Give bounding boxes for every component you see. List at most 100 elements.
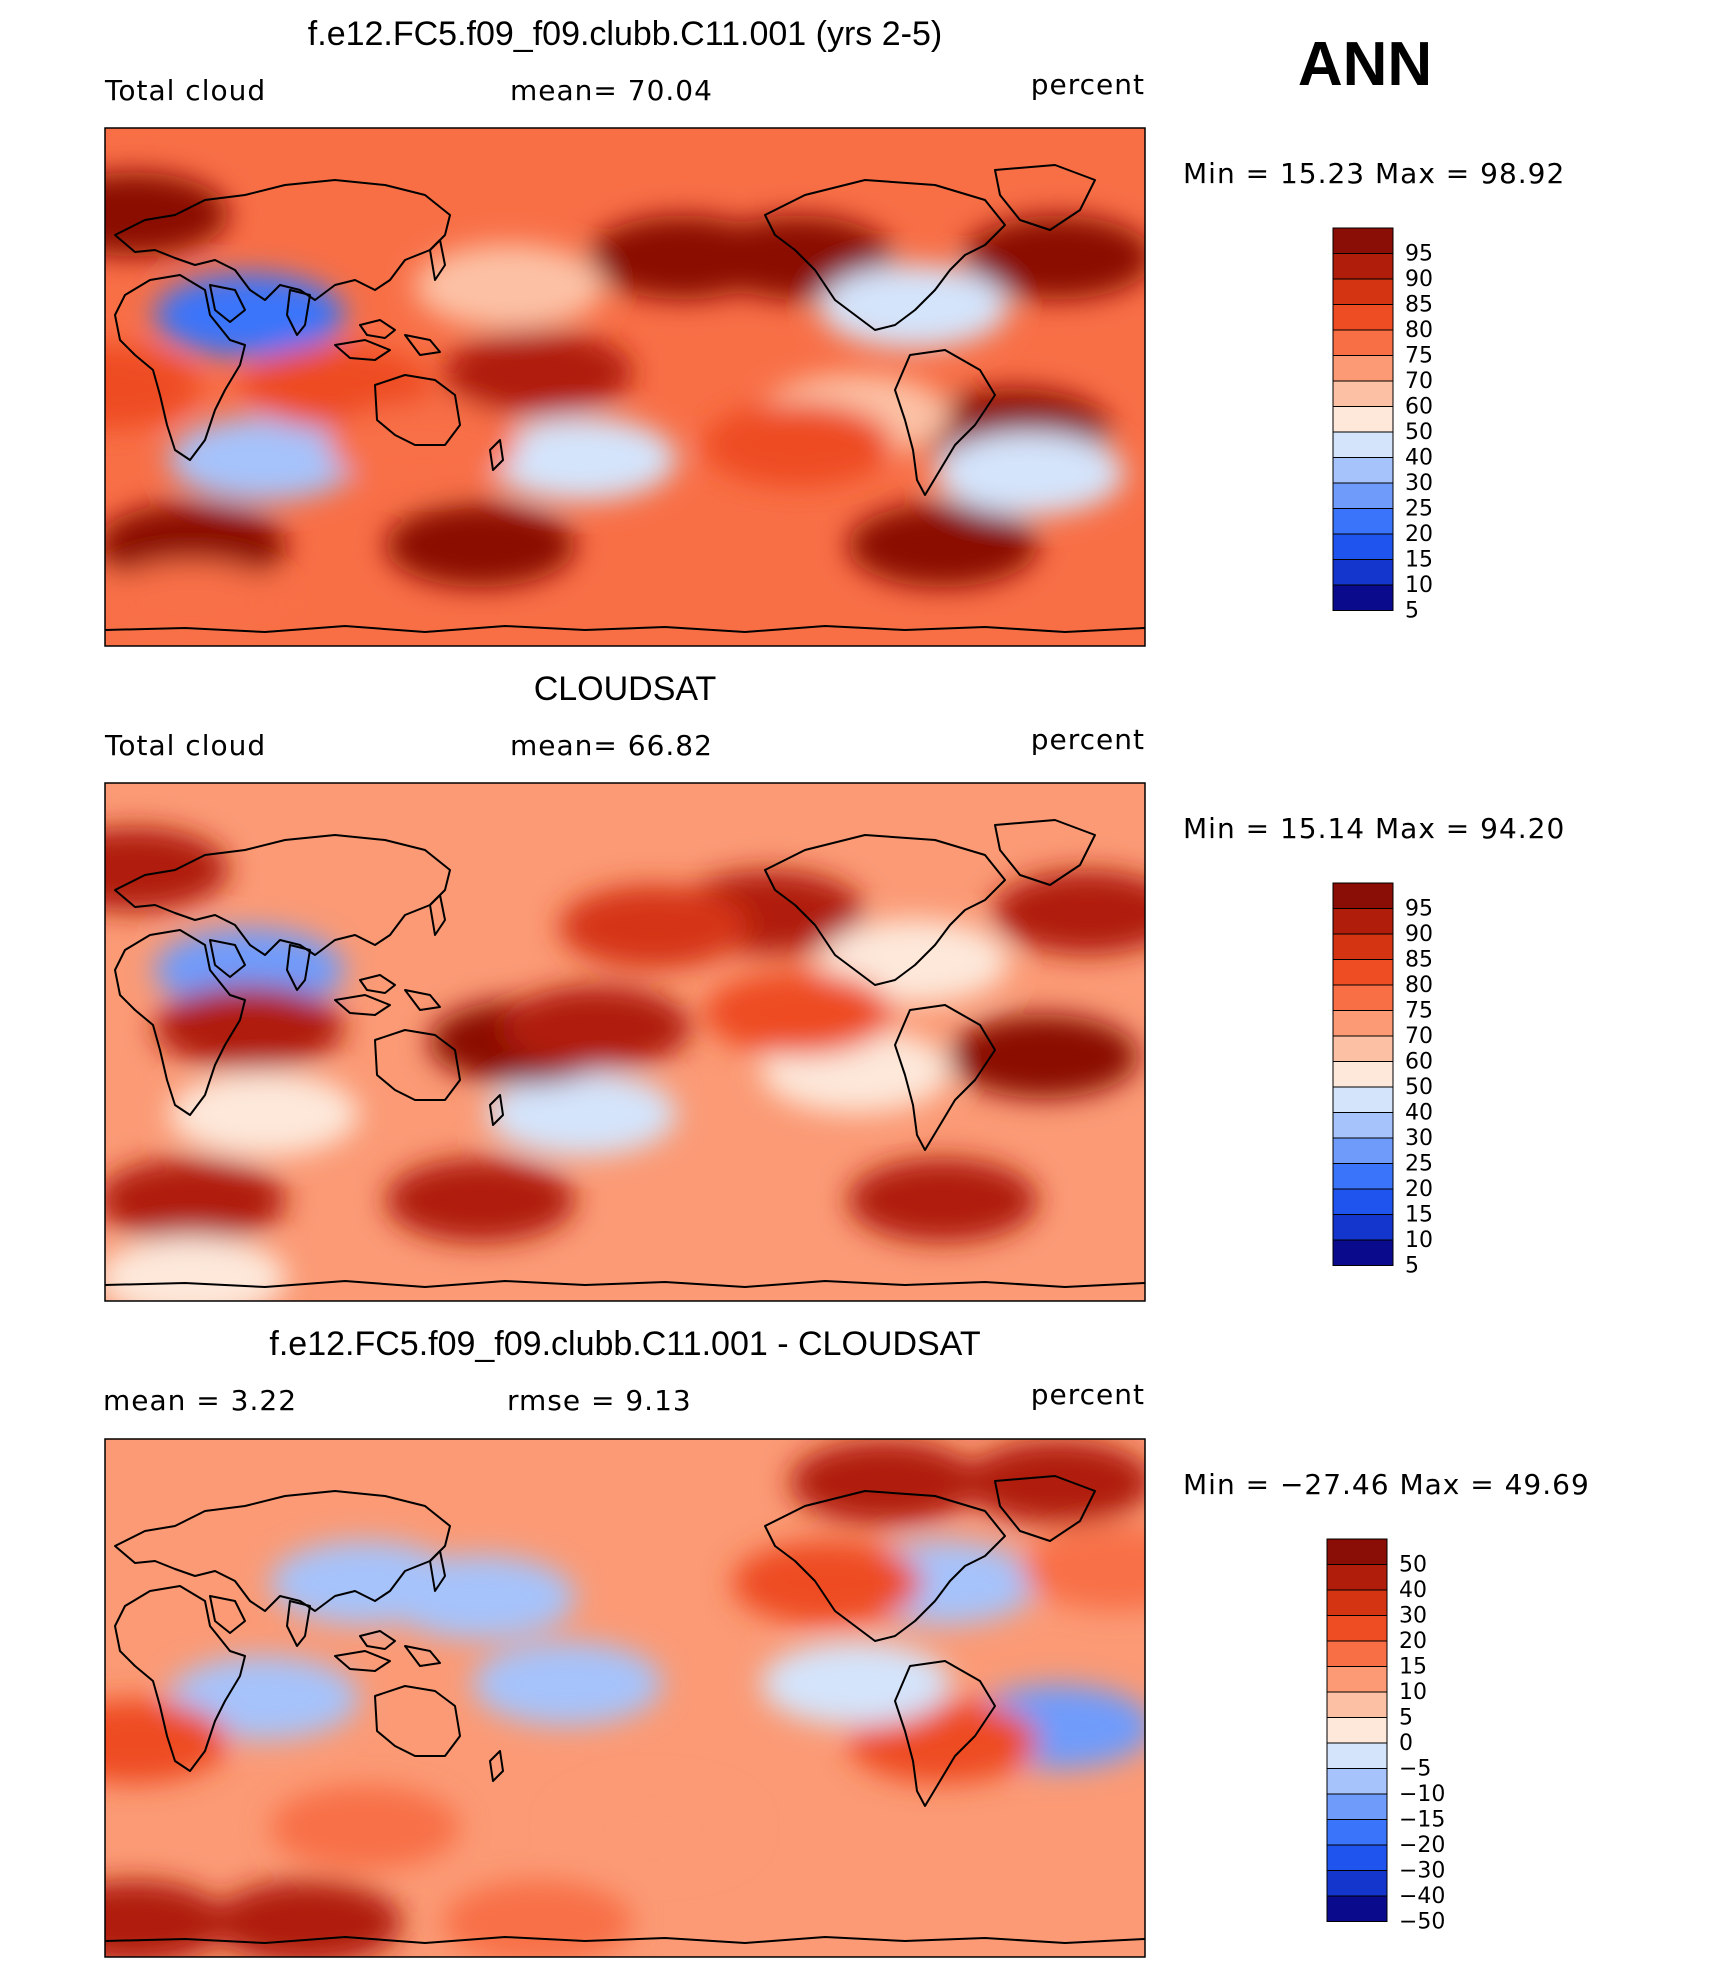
colorbar-cell: [1332, 457, 1394, 484]
colorbar-cell: [1332, 559, 1394, 586]
colorbar-cell: [1332, 533, 1394, 560]
colorbar-tick-label: 50: [1405, 1075, 1433, 1100]
field-anomaly-17: [703, 971, 894, 1056]
field-anomaly-7: [154, 273, 345, 358]
colorbar-tick-label: 10: [1405, 1228, 1433, 1253]
colorbar-cell: [1332, 959, 1394, 986]
colorbar-cell: [1332, 1061, 1394, 1088]
field-anomaly-15: [501, 985, 692, 1070]
field-anomaly-15: [270, 1785, 460, 1870]
colorbar-cell: [1332, 227, 1394, 254]
anomaly-layer: [105, 1440, 1145, 1957]
colorbar-tick-label: 5: [1405, 1254, 1419, 1279]
colorbar-tick-label: 80: [1405, 973, 1433, 998]
field-anomaly-16: [105, 560, 287, 645]
panel-title: f.e12.FC5.f09_f09.clubb.C11.001 (yrs 2-5…: [308, 15, 942, 53]
map-field: [105, 128, 1145, 646]
colorbar-cell: [1332, 1163, 1394, 1190]
panel-1: f.e12.FC5.f09_f09.clubb.C11.001 (yrs 2-5…: [104, 15, 1564, 647]
field-anomaly-1: [992, 870, 1145, 955]
colorbar-tick-label: 60: [1405, 395, 1433, 420]
colorbar-cell: [1326, 1742, 1388, 1769]
mean-label: mean= 70.04: [510, 74, 713, 107]
rmse-label: rmse = 9.13: [507, 1384, 692, 1417]
colorbar-tick-label: 60: [1405, 1050, 1433, 1075]
colorbar-cell: [1332, 304, 1394, 331]
colorbar-cell: [1326, 1615, 1388, 1642]
mean-label: mean = 3.22: [103, 1384, 297, 1417]
colorbar-tick-label: 85: [1405, 293, 1433, 318]
field-anomaly-7: [154, 928, 345, 1013]
colorbar-cell: [1332, 1086, 1394, 1113]
colorbar-tick-label: 15: [1405, 548, 1433, 573]
field-anomaly-9: [486, 416, 677, 501]
field-anomaly-4: [963, 1440, 1145, 1525]
colorbar-tick-label: 0: [1399, 1731, 1413, 1756]
colorbar-tick-label: −5: [1399, 1757, 1431, 1782]
map-field: [105, 1439, 1145, 1957]
field-anomaly-12: [948, 1014, 1139, 1099]
colorbar-tick-label: 75: [1405, 999, 1433, 1024]
field-anomaly-16: [105, 1235, 287, 1301]
field-anomaly-3: [385, 503, 576, 588]
colorbar-tick-label: 50: [1399, 1553, 1427, 1578]
colorbar-tick-label: 50: [1405, 420, 1433, 445]
field-anomaly-6: [587, 215, 778, 300]
field-anomaly-0: [105, 1880, 229, 1957]
colorbar-cell: [1332, 380, 1394, 407]
colorbar-cell: [1326, 1691, 1388, 1718]
colorbar-tick-label: 20: [1405, 522, 1433, 547]
colorbar-cell: [1332, 1188, 1394, 1215]
colorbar-tick-label: 90: [1405, 267, 1433, 292]
colorbar-tick-label: 40: [1405, 1101, 1433, 1126]
colorbar-cell: [1332, 908, 1394, 935]
colorbar-tick-label: 30: [1405, 1126, 1433, 1151]
colorbar-tick-label: 5: [1405, 599, 1419, 624]
colorbar-tick-label: 20: [1399, 1629, 1427, 1654]
field-anomaly-14: [558, 1785, 749, 1870]
panel-2: CLOUDSAT Total cloud mean= 66.82 percent Min…: [104, 670, 1564, 1302]
field-anomaly-20: [105, 345, 200, 429]
colorbar-cell: [1332, 406, 1394, 433]
map-field: [105, 783, 1145, 1301]
units-label: percent: [1031, 723, 1145, 756]
colorbar-cell: [1332, 933, 1394, 960]
colorbar-cell: [1332, 1239, 1394, 1266]
field-anomaly-6: [558, 884, 749, 969]
field-anomaly-9: [486, 1071, 677, 1156]
panel-3: f.e12.FC5.f09_f09.clubb.C11.001 - CLOUDS…: [103, 1325, 1589, 1958]
colorbar-cell: [1332, 1010, 1394, 1037]
colorbar-cell: [1326, 1844, 1388, 1871]
colorbar-cell: [1332, 482, 1394, 509]
colorbar-cell: [1326, 1870, 1388, 1897]
colorbar-cell: [1326, 1666, 1388, 1693]
colorbar-tick-label: 40: [1405, 446, 1433, 471]
field-anomaly-0: [105, 827, 229, 912]
colorbar-cell: [1326, 1717, 1388, 1744]
field-anomaly-8: [818, 264, 1009, 349]
field-anomaly-3: [385, 1158, 576, 1243]
colorbar-tick-label: −30: [1399, 1859, 1445, 1884]
field-anomaly-11: [443, 330, 634, 415]
colorbar-cell: [1332, 984, 1394, 1011]
field-anomaly-8: [818, 919, 1009, 1004]
field-anomaly-1: [212, 1880, 403, 1957]
field-anomaly-4: [847, 1158, 1038, 1243]
colorbar-tick-label: 25: [1405, 497, 1433, 522]
field-anomaly-14: [934, 431, 1125, 516]
field-anomaly-14: [154, 985, 345, 1070]
colorbar-cell: [1332, 329, 1394, 356]
colorbar-tick-label: −20: [1399, 1833, 1445, 1858]
field-anomaly-2: [105, 1158, 287, 1243]
colorbar-cell: [1326, 1895, 1388, 1922]
colorbar-tick-label: 30: [1405, 471, 1433, 496]
field-anomaly-10: [168, 416, 359, 501]
panel-title: f.e12.FC5.f09_f09.clubb.C11.001 - CLOUDS…: [269, 1325, 980, 1363]
colorbar-tick-label: 20: [1405, 1177, 1433, 1202]
anomaly-layer: [105, 172, 1145, 645]
map-frame: [104, 127, 1146, 647]
map-frame: [104, 1438, 1146, 1958]
